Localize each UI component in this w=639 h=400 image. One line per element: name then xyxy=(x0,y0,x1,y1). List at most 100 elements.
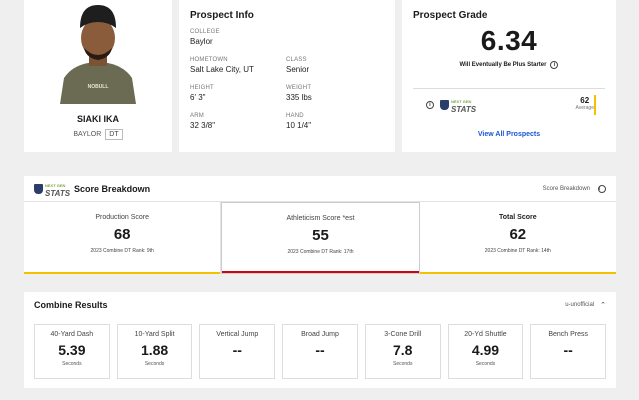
drill-tile: Vertical Jump -- xyxy=(199,324,276,379)
player-position-badge: DT xyxy=(105,129,123,140)
info-label: CLASS xyxy=(286,57,307,63)
info-label: WEIGHT xyxy=(286,85,312,91)
chevron-up-icon: ⌃ xyxy=(600,302,606,309)
drill-tile: 3-Cone Drill 7.8 Seconds xyxy=(364,324,441,379)
score-breakdown-title: Score Breakdown xyxy=(74,183,151,194)
view-all-prospects-link[interactable]: View All Prospects xyxy=(477,131,541,138)
combine-results-header: Combine Results u-unofficial ⌃ xyxy=(34,292,606,318)
drill-label: Vertical Jump xyxy=(216,331,259,338)
prospect-grade-value: 6.34 xyxy=(480,25,538,56)
drill-label: 20-Yd Shuttle xyxy=(464,331,507,338)
score-breakdown-help-label: Score Breakdown xyxy=(542,185,590,192)
drill-value: 1.88 xyxy=(140,342,169,358)
nextgen-row: i NEXT GEN STATS xyxy=(426,96,477,114)
info-field xyxy=(286,29,382,46)
production-score: Production Score 68 2023 Combine DT Rank… xyxy=(24,202,222,274)
drill-value: 4.99 xyxy=(471,342,500,358)
prospect-info-card: Prospect Info COLLEGE Baylor HOMETOWN Salt… xyxy=(179,0,395,152)
total-score: Total Score 62 2023 Combine DT Rank: 14t… xyxy=(419,202,616,274)
score-label: Total Score xyxy=(499,214,537,221)
score-label: Athleticism Score *est xyxy=(286,215,355,222)
drill-label: 10-Yard Split xyxy=(134,331,175,338)
drill-tile: Broad Jump -- xyxy=(282,324,358,379)
info-label: HOMETOWN xyxy=(190,57,228,63)
score-bar xyxy=(222,271,419,273)
average-value: 62 xyxy=(580,96,590,105)
info-label: COLLEGE xyxy=(190,29,220,35)
nextgen-line2: STATS xyxy=(45,189,71,198)
drills-row: 40-Yard Dash 5.39 Seconds 10-Yard Split 1.8… xyxy=(34,324,607,379)
info-label: HEIGHT xyxy=(190,85,214,91)
drill-value: 5.39 xyxy=(58,342,86,358)
score-breakdown-header: NEXT GEN STATS Score Breakdown Score Brea… xyxy=(24,176,616,202)
nfl-shield-icon xyxy=(440,99,449,110)
info-value: Salt Lake City, UT xyxy=(190,65,254,74)
info-value: Senior xyxy=(286,65,310,74)
player-name: SIAKI IKA xyxy=(76,114,119,124)
nfl-shield-icon xyxy=(34,183,43,194)
grade-description-row: Will Eventually Be Plus Starter i xyxy=(413,61,605,69)
average-score: 62 Average xyxy=(575,96,594,111)
drill-label: 40-Yard Dash xyxy=(50,331,94,338)
drill-label: Broad Jump xyxy=(301,331,339,338)
info-field: HOMETOWN Salt Lake City, UT xyxy=(190,57,286,74)
drill-unit: Seconds xyxy=(62,361,82,367)
info-field: HEIGHT 6' 3" xyxy=(190,85,286,102)
average-label: Average xyxy=(575,105,594,111)
nextgen-line1: NEXT GEN xyxy=(451,99,472,104)
player-school: BAYLOR xyxy=(73,131,102,138)
info-label: ARM xyxy=(190,113,204,119)
score-rank: 2023 Combine DT Rank: 9th xyxy=(90,248,154,254)
nextgen-stats-logo: NEXT GEN STATS xyxy=(34,180,71,198)
drill-value: 7.8 xyxy=(393,342,413,358)
combine-results-card: Combine Results u-unofficial ⌃ 40-Yard D… xyxy=(24,292,616,388)
prospect-info-grid: COLLEGE Baylor HOMETOWN Salt Lake City, UT… xyxy=(190,29,384,130)
info-label: HAND xyxy=(286,113,304,119)
unofficial-toggle[interactable]: u-unofficial ⌃ xyxy=(565,301,606,309)
prospect-info-title: Prospect Info xyxy=(190,10,254,21)
info-value: 6' 3" xyxy=(190,93,206,102)
player-meta: BAYLOR DT xyxy=(24,129,172,140)
score-label: Production Score xyxy=(95,214,150,221)
drill-unit: Seconds xyxy=(144,361,165,367)
info-field: CLASS Senior xyxy=(286,57,382,74)
prospect-grade-card: Prospect Grade 6.34 Will Eventually Be P… xyxy=(402,0,616,152)
drill-tile: Bench Press -- xyxy=(530,324,607,379)
score-value: 62 xyxy=(509,226,527,243)
info-value: 335 lbs xyxy=(286,93,312,102)
info-icon[interactable]: i xyxy=(598,184,606,193)
svg-text:NOBULL: NOBULL xyxy=(88,84,109,90)
drill-value: -- xyxy=(563,342,573,358)
average-bar xyxy=(594,95,596,115)
grade-description: Will Eventually Be Plus Starter xyxy=(459,62,547,68)
drill-label: 3-Cone Drill xyxy=(384,331,422,338)
drill-unit: Seconds xyxy=(475,361,496,367)
info-value: 32 3/8" xyxy=(190,121,216,130)
drill-unit: Seconds xyxy=(393,361,413,367)
player-card: NOBULL SIAKI IKA BAYLOR DT xyxy=(24,0,172,152)
info-icon[interactable]: i xyxy=(550,61,559,69)
info-field: COLLEGE Baylor xyxy=(190,29,286,46)
score-breakdown-card: NEXT GEN STATS Score Breakdown Score Brea… xyxy=(24,176,616,274)
divider xyxy=(413,88,605,89)
info-value: Baylor xyxy=(190,37,213,46)
drill-tile: 10-Yard Split 1.88 Seconds xyxy=(116,324,193,379)
score-value: 68 xyxy=(113,226,131,243)
drill-value: -- xyxy=(315,342,325,358)
info-icon[interactable]: i xyxy=(426,100,434,109)
info-field: ARM 32 3/8" xyxy=(190,113,286,130)
info-field: HAND 10 1/4" xyxy=(286,113,382,130)
combine-results-title: Combine Results xyxy=(34,300,108,310)
prospect-grade-title: Prospect Grade xyxy=(413,10,488,21)
scores-row: Production Score 68 2023 Combine DT Rank… xyxy=(24,202,616,274)
info-field: WEIGHT 335 lbs xyxy=(286,85,382,102)
nextgen-line1: NEXT GEN xyxy=(45,183,66,188)
score-rank: 2023 Combine DT Rank: 17th xyxy=(287,249,354,255)
drill-tile: 40-Yard Dash 5.39 Seconds xyxy=(34,324,110,379)
score-value: 55 xyxy=(312,227,329,244)
info-value: 10 1/4" xyxy=(286,121,312,130)
nextgen-line2: STATS xyxy=(451,105,477,114)
drill-label: Bench Press xyxy=(548,331,589,338)
player-photo: NOBULL xyxy=(58,0,138,104)
score-breakdown-help[interactable]: Score Breakdown i xyxy=(542,184,606,193)
